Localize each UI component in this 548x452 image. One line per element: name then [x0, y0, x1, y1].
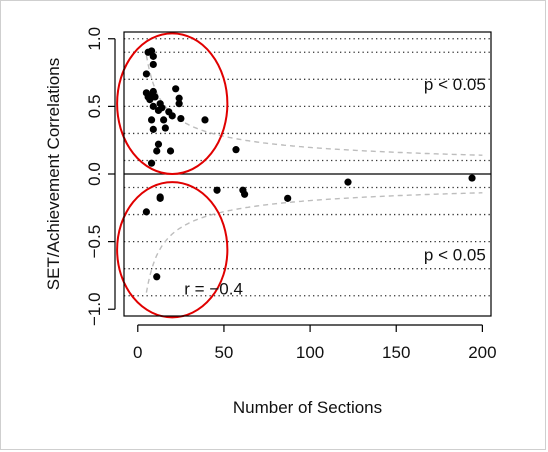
- data-point: [201, 116, 209, 124]
- data-point: [344, 178, 352, 186]
- data-point: [142, 70, 150, 78]
- data-point: [147, 159, 156, 167]
- x-tick-label: 200: [468, 343, 496, 362]
- highlight-ellipse-2: [116, 181, 229, 319]
- x-tick-label: 100: [296, 343, 324, 362]
- data-point: [468, 174, 476, 182]
- x-axis: 0 50 100 150 200: [133, 324, 497, 362]
- data-points: [142, 47, 476, 281]
- annotation: p < 0.05: [424, 246, 486, 265]
- data-point: [153, 273, 161, 281]
- data-point: [161, 124, 169, 132]
- critical-curve-upper: [145, 55, 483, 156]
- data-point: [156, 194, 164, 202]
- data-point: [175, 94, 183, 102]
- data-point: [154, 106, 163, 115]
- y-tick-label: 1.0: [85, 27, 104, 51]
- plot-area: [123, 31, 492, 317]
- x-tick-label: 0: [133, 343, 142, 362]
- data-point: [154, 140, 163, 148]
- y-tick-label: 0.0: [85, 162, 104, 186]
- data-point: [166, 147, 175, 155]
- data-point: [149, 102, 157, 110]
- data-point: [160, 116, 168, 124]
- data-point: [175, 100, 183, 108]
- data-point: [149, 125, 157, 133]
- y-axis: −1.0 −0.5 0.0 0.5 1.0: [85, 27, 116, 326]
- critical-curve-lower: [145, 192, 483, 293]
- highlight-ellipse-1: [116, 32, 229, 175]
- annotation: r = −0.4: [184, 279, 243, 298]
- y-tick-label: −0.5: [85, 225, 104, 259]
- y-axis-title: SET/Achievement Correlations: [44, 58, 63, 290]
- data-point: [151, 93, 159, 101]
- data-point: [142, 208, 150, 216]
- data-point: [284, 194, 292, 202]
- data-point: [241, 190, 249, 198]
- annotation: p < 0.05: [424, 75, 486, 94]
- significance-curves: [145, 55, 483, 293]
- data-point: [172, 85, 180, 93]
- x-tick-label: 150: [382, 343, 410, 362]
- highlight-ellipses: [116, 32, 229, 319]
- data-point: [168, 112, 176, 120]
- annotations: p < 0.05 p < 0.05 r = −0.4: [184, 75, 486, 298]
- y-tick-label: 0.5: [85, 95, 104, 119]
- data-point: [213, 186, 221, 194]
- x-axis-title: Number of Sections: [233, 398, 382, 417]
- data-point: [147, 47, 156, 55]
- gridlines: [124, 38, 491, 297]
- data-point: [147, 116, 156, 124]
- data-point: [153, 147, 161, 155]
- data-point: [232, 146, 240, 154]
- data-point: [149, 52, 157, 60]
- data-point: [149, 87, 157, 96]
- data-point: [149, 60, 157, 69]
- data-point: [177, 114, 185, 123]
- x-tick-label: 50: [214, 343, 233, 362]
- y-tick-label: −1.0: [85, 292, 104, 326]
